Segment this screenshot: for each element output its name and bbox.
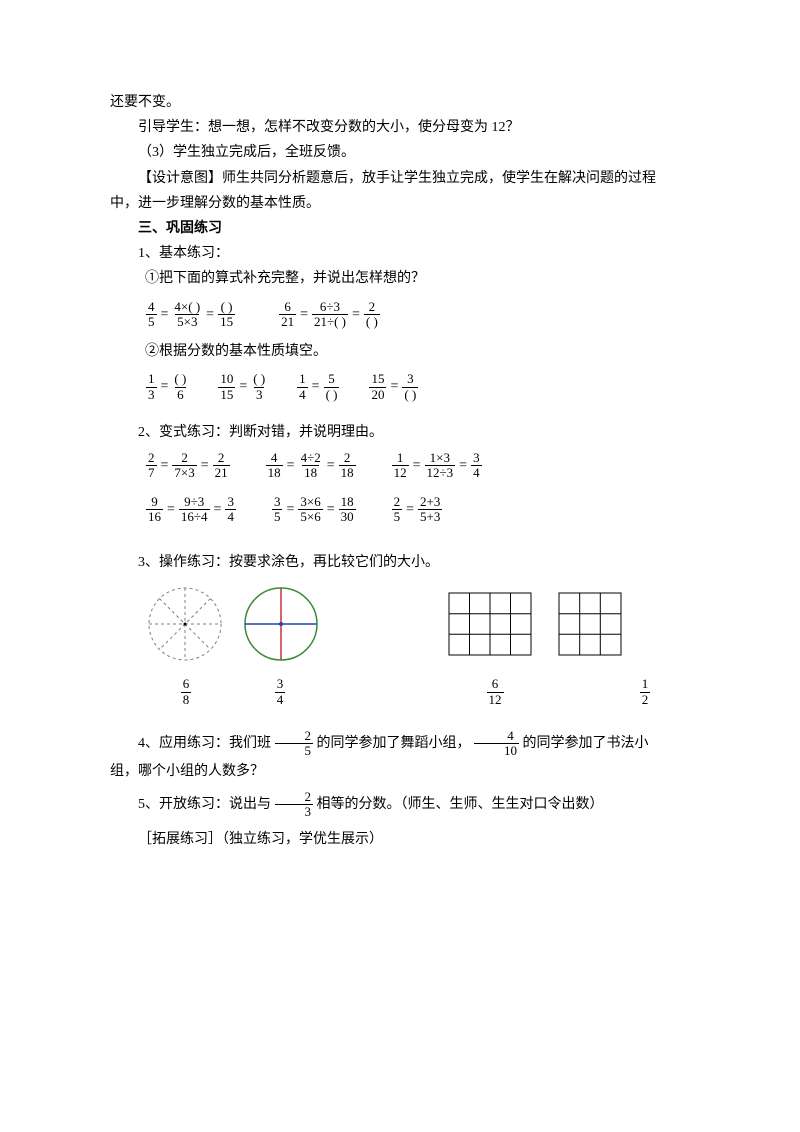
line: 还要不变。 (110, 90, 690, 115)
line: 1、基本练习： (110, 241, 690, 266)
circle-4-slices (242, 585, 320, 663)
line-5: 5、开放练习：说出与 23 相等的分数。（师生、生师、生生对口令出数） (110, 790, 690, 820)
equation: 45 = 4×( )5×3 = ( )15 (146, 300, 235, 330)
heading-practice: 三、巩固练习 (110, 216, 690, 241)
line: 中，进一步理解分数的基本性质。 (110, 191, 690, 216)
line-extension: ［拓展练习］（独立练习，学优生展示） (110, 827, 690, 852)
equation: 916= 9÷316÷4= 34 (146, 495, 236, 525)
equation-row-2: 13= ( )6 1015= ( )3 14= 5( ) 1520= 3( ) (146, 372, 690, 402)
line-4: 4、应用练习：我们班 25 的同学参加了舞蹈小组， 410 的同学参加了书法小 (110, 729, 690, 759)
equation: 112= 1×312÷3= 34 (392, 451, 482, 481)
line: 组，哪个小组的人数多？ (110, 759, 690, 784)
line: 引导学生：想一想，怎样不改变分数的大小，使分母变为 12？ (110, 115, 690, 140)
equation: 14= 5( ) (297, 372, 339, 402)
equation: 27= 27×3= 221 (146, 451, 230, 481)
equation: 35= 3×65×6= 1830 (272, 495, 356, 525)
variant-row-2: 916= 9÷316÷4= 34 35= 3×65×6= 1830 25= 2+… (146, 495, 690, 525)
equation: 1015= ( )3 (218, 372, 267, 402)
grid-3x3 (558, 592, 622, 656)
line: ①把下面的算式补充完整，并说出怎样想的？ (110, 266, 690, 291)
line: 2、变式练习：判断对错，并说明理由。 (110, 420, 690, 445)
line: ②根据分数的基本性质填空。 (110, 339, 690, 364)
equation: 418= 4÷218= 218 (266, 451, 356, 481)
equation: 1520= 3( ) (369, 372, 418, 402)
shape-fraction-labels: 68 34 612 12 (146, 677, 690, 707)
equation: 25= 2+35+3 (392, 495, 443, 525)
line: 【设计意图】师生共同分析题意后，放手让学生独立完成，使学生在解决问题的过程 (110, 166, 690, 191)
shapes-row (146, 585, 690, 663)
equation: 13= ( )6 (146, 372, 188, 402)
variant-row-1: 27= 27×3= 221 418= 4÷218= 218 112= 1×312… (146, 451, 690, 481)
circle-8-slices (146, 585, 224, 663)
equation: 621 = 6÷321÷( ) = 2( ) (279, 300, 380, 330)
line: （3）学生独立完成后，全班反馈。 (110, 140, 690, 165)
line: 3、操作练习：按要求涂色，再比较它们的大小。 (110, 550, 690, 575)
equation-row-1: 45 = 4×( )5×3 = ( )15 621 = 6÷321÷( ) = … (146, 300, 690, 330)
grids (448, 592, 622, 656)
grid-4x3 (448, 592, 532, 656)
page: 还要不变。 引导学生：想一想，怎样不改变分数的大小，使分母变为 12？ （3）学… (0, 0, 800, 1132)
